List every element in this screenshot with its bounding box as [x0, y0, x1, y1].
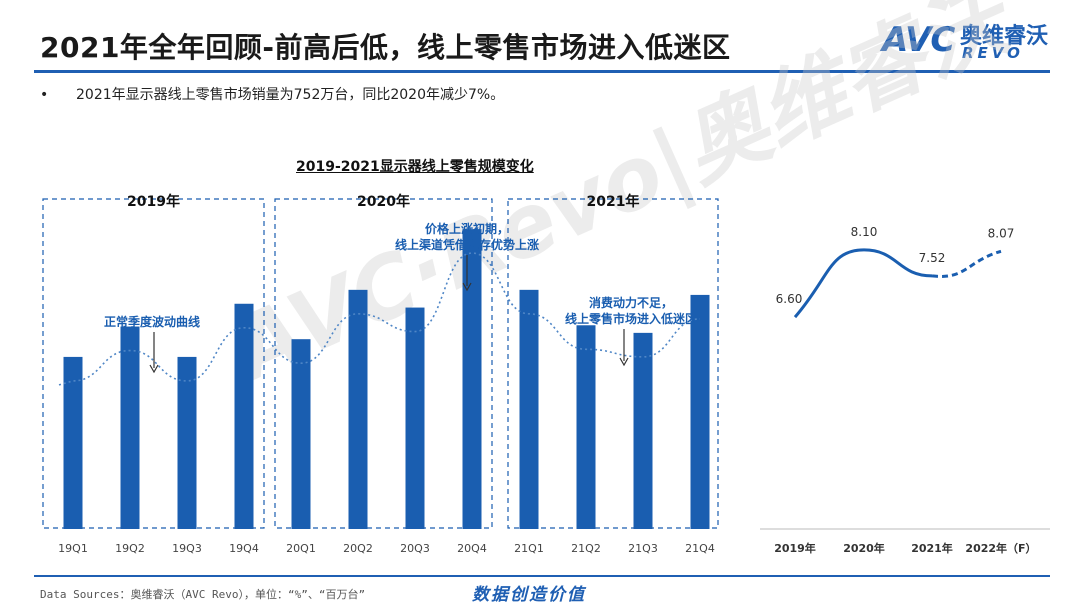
x-tick-label: 21Q3 [628, 542, 658, 555]
x-tick-label: 20Q3 [400, 542, 430, 555]
logo-revo-text: REVO [962, 44, 1024, 62]
line-data-label: 8.10 [851, 225, 878, 239]
x-tick-label: 19Q4 [229, 542, 259, 555]
annotation-arrow-head [462, 282, 472, 292]
line-x-tick-label: 2020年 [843, 541, 885, 555]
line-data-label: 6.60 [776, 292, 803, 306]
year-group-label: 2019年 [127, 193, 180, 210]
x-tick-label: 20Q1 [286, 542, 316, 555]
annotation-text: 消费动力不足， [589, 295, 673, 310]
slogan: 数据创造价值 [472, 585, 586, 605]
annotation-text: 正常季度波动曲线 [104, 314, 200, 329]
line-data-label: 8.07 [988, 226, 1015, 240]
x-tick-label: 20Q4 [457, 542, 487, 555]
bar [519, 289, 539, 529]
year-group-label: 2020年 [357, 193, 410, 210]
line-data-label: 7.52 [919, 251, 946, 265]
summary-bullet: • 2021年显示器线上零售市场销量为752万台，同比2020年减少7%。 [40, 84, 504, 104]
line-x-tick-label: 2021年 [911, 541, 953, 555]
x-tick-label: 19Q2 [115, 542, 145, 555]
x-tick-label: 21Q4 [685, 542, 715, 555]
bar [234, 303, 254, 529]
line-series-actual [793, 248, 933, 319]
logo-avc-text: AVC [882, 20, 955, 60]
bar [120, 326, 140, 529]
line-x-tick-label: 2019年 [774, 541, 816, 555]
annotation-arrow-head [149, 364, 159, 374]
x-tick-label: 21Q1 [514, 542, 544, 555]
brand-logo: AVC 奥维睿沃 REVO [882, 18, 1054, 62]
bullet-marker: • [40, 87, 49, 103]
year-group-box [42, 198, 265, 529]
x-tick-label: 21Q2 [571, 542, 601, 555]
bar [405, 307, 425, 529]
bar-chart: 2019年 2020年 2021年 19Q1 19Q2 19Q3 19Q4 20Q1 20Q2 2… [42, 193, 719, 555]
trend-line [58, 252, 701, 386]
bar [633, 332, 653, 529]
data-source: Data Sources：奥维睿沃（AVC Revo），单位：“%”、“百万台” [40, 588, 366, 601]
logo-cn-text: 奥维睿沃 [960, 24, 1049, 49]
bar [63, 356, 83, 529]
bar [576, 325, 596, 529]
x-tick-label: 19Q1 [58, 542, 88, 555]
bar-chart-title: 2019-2021显示器线上零售规模变化 [296, 159, 534, 175]
year-group-box [507, 198, 719, 529]
title-divider [34, 70, 1050, 73]
bar [291, 339, 311, 529]
annotation-text: 线上渠道凭借库存优势上涨 [395, 237, 539, 252]
bar [348, 289, 368, 529]
annotation-text: 价格上涨初期， [425, 221, 509, 236]
x-tick-label: 19Q3 [172, 542, 202, 555]
year-group-box [274, 198, 493, 529]
x-tick-label: 20Q2 [343, 542, 373, 555]
bar [177, 356, 197, 529]
line-x-tick-label: 2022年（F） [965, 541, 1036, 555]
bar [462, 229, 482, 529]
year-group-label: 2021年 [587, 193, 640, 210]
bullet-text: 2021年显示器线上零售市场销量为752万台，同比2020年减少7%。 [76, 87, 505, 103]
footer-divider [34, 575, 1050, 577]
annotation-arrow-head [619, 357, 629, 367]
annotation-text: 线上零售市场进入低迷区 [565, 311, 697, 326]
page-title: 2021年全年回顾-前高后低，线上零售市场进入低迷区 [40, 31, 731, 64]
line-chart: 6.60 8.10 7.52 8.07 2019年 2020年 2021年 2022年（F） [760, 225, 1050, 555]
line-series-forecast [931, 249, 1002, 278]
bar [690, 294, 710, 529]
